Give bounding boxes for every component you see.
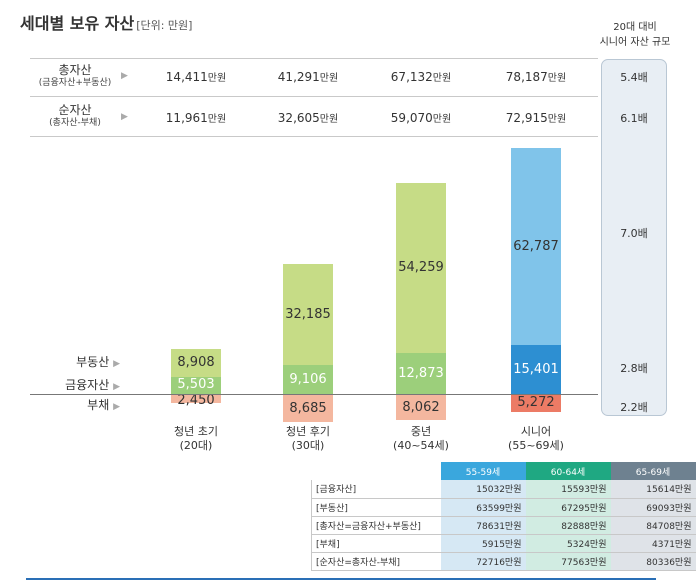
chart-title: 세대별 보유 자산 [단위: 만원] — [20, 14, 193, 33]
legend-real-estate: 부동산 ▶ — [76, 355, 120, 369]
legend-arrow-icon: ▶ — [113, 402, 120, 412]
table-row: [총자산=금융자산+부동산] 78631만원 82888만원 84708만원 — [311, 516, 696, 535]
table-row: [부채] 5915만원 5324만원 4371만원 — [311, 534, 696, 553]
table-header-60-64: 60-64세 — [525, 462, 611, 480]
debt-value-label: 5,272 — [517, 395, 555, 411]
ratio-column-box — [601, 59, 667, 416]
ratio-debt: 2.2배 — [620, 401, 648, 414]
legend-arrow-icon: ▶ — [113, 359, 120, 369]
ratio-header-line2: 시니어 자산 규모 — [599, 37, 671, 48]
financial-bar — [171, 376, 221, 394]
real-estate-value-label: 32,185 — [285, 306, 331, 322]
debt-bar — [283, 395, 333, 423]
ratio-header-line1: 20대 대비 — [613, 22, 657, 33]
unit-label: [단위: 만원] — [136, 19, 193, 32]
table-header-65-69: 65-69세 — [610, 462, 696, 480]
net-assets-arrow-icon: ▶ — [121, 112, 128, 122]
summary-value: 41,291만원 — [277, 70, 339, 84]
debt-bar — [511, 395, 561, 412]
age-detail-table: 55-59세 60-64세 65-69세 [금융자산] 15032만원 15593만… — [311, 462, 696, 571]
real-estate-bar — [396, 182, 446, 354]
financial-value-label: 5,503 — [177, 377, 215, 393]
row-divider — [30, 136, 598, 137]
ratio-financial: 2.8배 — [620, 362, 648, 375]
category-label: 청년 초기 (20대) — [174, 425, 218, 452]
total-assets-label: 총자산 (금융자산+부동산) — [38, 63, 112, 88]
real-estate-bar — [171, 348, 221, 377]
legend-financial: 금융자산 ▶ — [65, 378, 120, 392]
ratio-net-assets: 6.1배 — [620, 112, 648, 125]
row-divider — [30, 58, 598, 59]
summary-value: 32,605만원 — [277, 111, 339, 125]
summary-value: 59,070만원 — [390, 111, 452, 125]
real-estate-value-label: 62,787 — [513, 238, 559, 254]
summary-value: 78,187만원 — [505, 70, 567, 84]
real-estate-value-label: 8,908 — [177, 354, 215, 370]
bottom-rule — [26, 578, 656, 580]
debt-value-label: 8,062 — [402, 399, 440, 415]
category-label: 중년 (40~54세) — [393, 425, 449, 452]
real-estate-bar — [283, 263, 333, 366]
debt-value-label: 2,450 — [177, 393, 215, 408]
financial-value-label: 12,873 — [398, 365, 444, 381]
debt-bar — [171, 395, 221, 403]
financial-value-label: 15,401 — [513, 361, 559, 377]
table-header-55-59: 55-59세 — [440, 462, 526, 480]
financial-bar — [511, 345, 561, 394]
zero-axis — [30, 394, 598, 395]
ratio-total-assets: 5.4배 — [620, 71, 648, 84]
legend-arrow-icon: ▶ — [113, 382, 120, 392]
summary-value: 14,411만원 — [165, 70, 227, 84]
table-row: [순자산=총자산-부채] 72716만원 77563만원 80336만원 — [311, 552, 696, 571]
legend-debt: 부채 ▶ — [87, 398, 120, 412]
real-estate-value-label: 54,259 — [398, 259, 444, 275]
ratio-real-estate: 7.0배 — [620, 227, 648, 240]
total-assets-arrow-icon: ▶ — [121, 71, 128, 81]
real-estate-bar — [511, 147, 561, 346]
debt-bar — [396, 395, 446, 421]
net-assets-label: 순자산 (총자산-부채) — [49, 103, 101, 128]
table-row: [금융자산] 15032만원 15593만원 15614만원 — [311, 480, 696, 499]
financial-bar — [396, 353, 446, 394]
table-header-row: 55-59세 60-64세 65-69세 — [312, 462, 696, 480]
category-label: 청년 후기 (30대) — [286, 425, 330, 452]
debt-value-label: 8,685 — [289, 400, 327, 416]
category-label: 시니어 (55~69세) — [508, 425, 564, 452]
row-divider — [30, 96, 598, 97]
summary-value: 11,961만원 — [165, 111, 227, 125]
summary-value: 72,915만원 — [505, 111, 567, 125]
summary-value: 67,132만원 — [390, 70, 452, 84]
financial-bar — [283, 365, 333, 394]
ratio-header: 20대 대비 시니어 자산 규모 — [585, 20, 685, 50]
financial-value-label: 9,106 — [289, 371, 327, 387]
table-row: [부동산] 63599만원 67295만원 69093만원 — [311, 498, 696, 517]
